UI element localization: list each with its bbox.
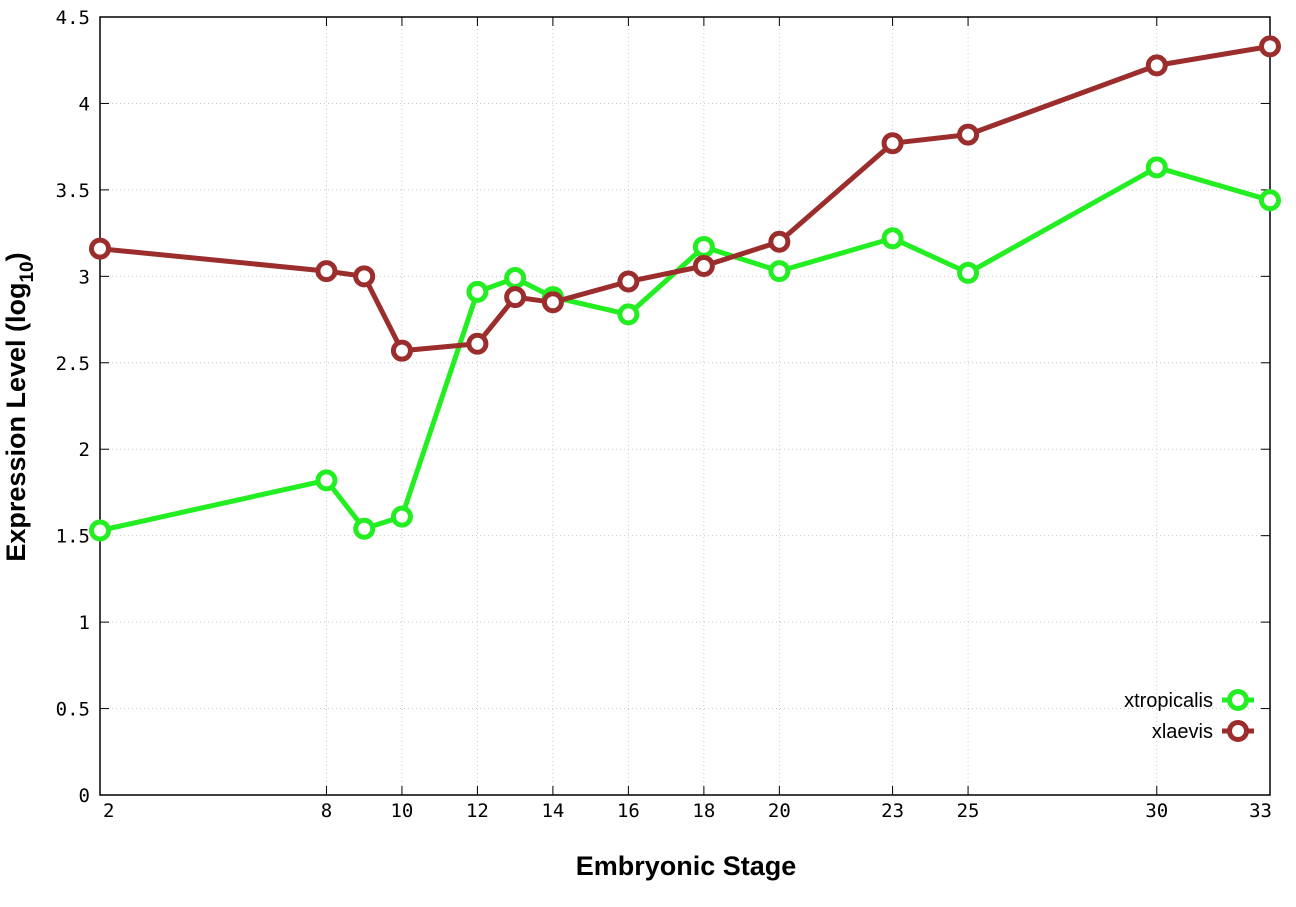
data-point-xtropicalis bbox=[1145, 156, 1168, 179]
data-point-xtropicalis bbox=[692, 235, 715, 258]
y-tick-label: 2 bbox=[79, 439, 90, 461]
x-tick-label: 23 bbox=[881, 800, 904, 822]
data-point-xlaevis bbox=[504, 286, 527, 309]
series-xlaevis bbox=[89, 35, 1281, 362]
data-point-xlaevis bbox=[692, 254, 715, 277]
legend-marker bbox=[1227, 720, 1249, 742]
data-point-xlaevis bbox=[315, 260, 338, 283]
x-tick-label: 33 bbox=[1249, 800, 1272, 822]
y-tick-label: 2.5 bbox=[56, 353, 90, 375]
data-point-xtropicalis bbox=[315, 469, 338, 492]
y-tick-label: 0 bbox=[79, 785, 90, 807]
data-point-xtropicalis bbox=[1259, 189, 1281, 212]
x-tick-label: 10 bbox=[390, 800, 413, 822]
series-line-xtropicalis bbox=[99, 164, 1271, 533]
data-point-xtropicalis bbox=[617, 303, 640, 326]
legend-item-xlaevis: xlaevis bbox=[1152, 720, 1254, 743]
y-tick-label: 4 bbox=[79, 93, 90, 115]
x-tick-label: 14 bbox=[541, 800, 564, 822]
plot-border bbox=[99, 16, 1271, 796]
legend-label: xlaevis bbox=[1152, 721, 1213, 743]
data-point-xlaevis bbox=[1259, 35, 1281, 58]
data-point-xlaevis bbox=[768, 230, 791, 253]
grid bbox=[100, 17, 1270, 795]
x-tick-label: 25 bbox=[957, 800, 980, 822]
y-tick-label: 4.5 bbox=[56, 7, 90, 29]
data-point-xtropicalis bbox=[957, 261, 980, 284]
legend-item-xtropicalis: xtropicalis bbox=[1124, 689, 1254, 712]
data-point-xtropicalis bbox=[353, 517, 376, 540]
legend-marker bbox=[1227, 689, 1249, 711]
data-point-xlaevis bbox=[466, 332, 489, 355]
x-tick-label: 18 bbox=[692, 800, 715, 822]
y-tick-label: 1 bbox=[79, 612, 90, 634]
data-point-xtropicalis bbox=[504, 267, 527, 290]
y-tick-label: 3.5 bbox=[56, 180, 90, 202]
y-axis-title-subscript: 10 bbox=[17, 261, 38, 282]
legend-label: xtropicalis bbox=[1124, 690, 1213, 712]
series-line-xlaevis bbox=[99, 43, 1271, 354]
data-point-xtropicalis bbox=[89, 519, 111, 542]
data-point-xlaevis bbox=[881, 132, 904, 155]
data-point-xlaevis bbox=[390, 339, 413, 362]
x-tick-label: 8 bbox=[321, 800, 332, 822]
data-point-xlaevis bbox=[89, 237, 111, 260]
data-point-xtropicalis bbox=[881, 227, 904, 250]
y-axis-title-main: Expression Level (log bbox=[1, 283, 31, 562]
x-tick-label: 12 bbox=[466, 800, 489, 822]
data-point-xlaevis bbox=[1145, 54, 1168, 77]
x-tick-label: 30 bbox=[1145, 800, 1168, 822]
series-layer bbox=[89, 35, 1281, 542]
y-axis-title: Expression Level (log10) bbox=[1, 252, 38, 561]
legend: xtropicalis xlaevis bbox=[1124, 689, 1254, 743]
x-tick-label: 16 bbox=[617, 800, 640, 822]
x-axis-title: Embryonic Stage bbox=[576, 851, 797, 881]
data-point-xtropicalis bbox=[768, 260, 791, 283]
series-xtropicalis bbox=[89, 156, 1281, 542]
y-tick-label: 3 bbox=[79, 266, 90, 288]
data-point-xlaevis bbox=[617, 270, 640, 293]
data-point-xlaevis bbox=[541, 291, 564, 314]
y-tick-label: 1.5 bbox=[56, 526, 90, 548]
data-point-xlaevis bbox=[353, 265, 376, 288]
y-tick-label: 0.5 bbox=[56, 699, 90, 721]
data-point-xlaevis bbox=[957, 123, 980, 146]
data-point-xtropicalis bbox=[466, 280, 489, 303]
x-tick-label: 20 bbox=[768, 800, 791, 822]
y-axis-title-close: ) bbox=[1, 252, 31, 261]
data-point-xtropicalis bbox=[390, 505, 413, 528]
x-tick-label: 2 bbox=[103, 800, 114, 822]
axis-ticks: 0 0.5 1 1.5 2 2.5 3 3.5 4 4.5 2 8 10 12 14 16 18 20 23 25 30… bbox=[56, 7, 1272, 822]
